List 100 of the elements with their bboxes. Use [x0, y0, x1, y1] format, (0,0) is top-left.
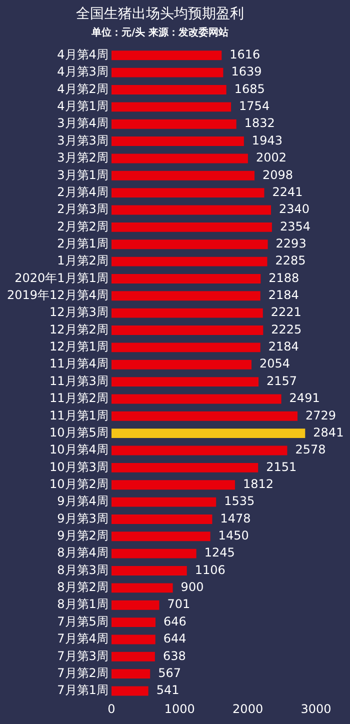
y-tick-label: 10月第5周 [50, 425, 108, 440]
y-tick-label: 4月第2周 [57, 82, 108, 96]
y-tick-label: 8月第3周 [57, 562, 108, 577]
y-tick-label: 10月第4周 [50, 442, 108, 457]
data-label: 567 [158, 666, 182, 680]
bar [111, 50, 222, 60]
y-tick-label: 9月第4周 [57, 494, 108, 508]
y-tick-label: 11月第1周 [50, 408, 108, 422]
bar [111, 669, 150, 679]
bar [111, 256, 268, 266]
data-label: 2578 [295, 442, 326, 457]
bar [111, 618, 156, 628]
data-label: 2157 [266, 374, 298, 388]
data-label: 644 [163, 632, 186, 646]
y-tick-label: 3月第3周 [57, 133, 108, 148]
data-label: 900 [180, 580, 204, 594]
x-tick-label: 2000 [232, 702, 264, 716]
bar [111, 377, 259, 387]
data-label: 1535 [224, 494, 255, 508]
data-label: 2241 [272, 184, 303, 199]
bar [111, 205, 271, 215]
y-tick-label: 2月第3周 [57, 202, 108, 216]
bar [111, 274, 261, 284]
bar [111, 532, 210, 542]
y-tick-label: 2月第1周 [57, 236, 108, 250]
y-tick-label: 11月第2周 [50, 391, 108, 406]
bar [111, 222, 272, 232]
bar [111, 291, 260, 301]
data-label: 1832 [244, 116, 275, 130]
y-tick-label: 7月第5周 [57, 614, 108, 628]
data-label: 1616 [230, 48, 260, 62]
data-label: 1943 [252, 133, 282, 148]
y-tick-label: 10月第2周 [50, 476, 108, 491]
y-tick-label: 7月第4周 [57, 632, 108, 646]
bar [111, 360, 252, 370]
y-tick-label: 9月第2周 [57, 528, 108, 543]
y-tick-label: 9月第3周 [57, 511, 108, 526]
bar [111, 85, 226, 94]
bar [111, 462, 258, 472]
y-tick-label: 3月第1周 [57, 168, 108, 182]
bar [111, 68, 224, 78]
bar [111, 600, 160, 610]
y-tick-label: 7月第1周 [57, 683, 108, 698]
bar [111, 119, 236, 129]
data-label: 2841 [313, 425, 344, 440]
y-tick-label: 1月第2周 [57, 254, 108, 268]
bar [111, 394, 282, 404]
bar [111, 634, 156, 644]
bar [111, 514, 212, 524]
bar [111, 240, 268, 250]
bar [111, 480, 235, 490]
y-tick-label: 4月第4周 [57, 48, 108, 62]
data-label: 2340 [279, 202, 310, 216]
data-label: 2054 [259, 356, 290, 371]
data-label: 2184 [268, 288, 299, 302]
bar [111, 308, 263, 318]
data-label: 2151 [266, 460, 297, 474]
bar [111, 566, 187, 576]
bar [111, 188, 264, 198]
data-label: 2002 [256, 150, 286, 165]
bar [111, 170, 254, 180]
y-tick-label: 2019年12月第4周 [6, 288, 108, 302]
y-tick-label: 11月第3周 [50, 374, 108, 388]
bar [111, 102, 232, 112]
bar [111, 686, 148, 696]
data-label: 541 [156, 683, 180, 698]
data-label: 2354 [280, 219, 310, 234]
y-tick-label: 4月第3周 [57, 64, 108, 79]
data-label: 2098 [262, 168, 294, 182]
data-label: 2491 [289, 391, 320, 406]
y-tick-label: 8月第4周 [57, 546, 108, 560]
x-tick-label: 1000 [164, 702, 195, 716]
bar [111, 497, 216, 507]
y-tick-label: 7月第3周 [57, 648, 108, 663]
data-label: 1245 [204, 546, 235, 560]
data-label: 1478 [220, 511, 251, 526]
data-label: 1685 [234, 82, 265, 96]
y-tick-label: 3月第2周 [57, 150, 108, 165]
bar [111, 446, 288, 456]
data-label: 2221 [270, 305, 302, 320]
data-label: 2285 [275, 254, 306, 268]
bar [111, 411, 298, 421]
y-tick-label: 2020年1月第1周 [14, 270, 108, 285]
y-tick-label: 3月第4周 [57, 116, 108, 130]
y-tick-label: 2月第2周 [57, 219, 108, 234]
data-label: 1754 [239, 99, 270, 114]
data-label: 1450 [218, 528, 249, 543]
bar [111, 342, 260, 352]
y-tick-label: 12月第1周 [50, 340, 108, 354]
data-label: 2293 [276, 236, 306, 250]
chart-subtitle: 单位：元/头 来源：发改委网站 [90, 26, 229, 38]
bar [111, 583, 173, 593]
chart-title: 全国生猪出场头均预期盈利 [76, 6, 244, 22]
bar [111, 548, 196, 558]
data-label: 2729 [306, 408, 336, 422]
data-label: 1639 [231, 64, 262, 79]
y-tick-label: 11月第4周 [50, 356, 108, 371]
bar [111, 326, 264, 335]
y-tick-label: 12月第3周 [50, 305, 108, 320]
y-tick-label: 10月第3周 [50, 460, 108, 474]
